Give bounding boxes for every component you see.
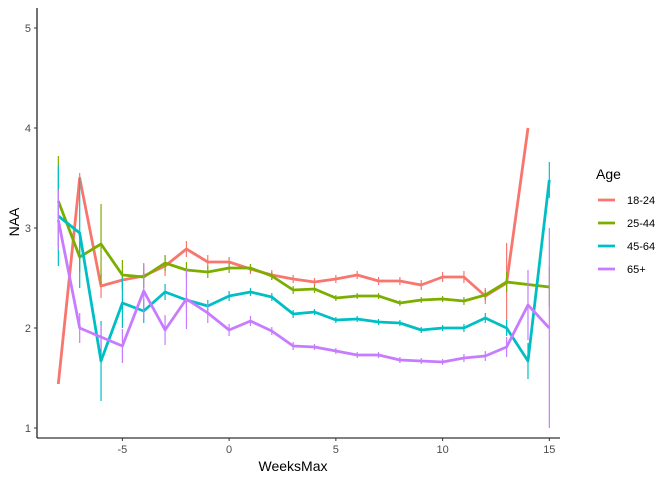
y-tick-label: 2 — [25, 323, 31, 335]
axes-layer: 1 2 3 4 5 -5 0 5 10 15 — [25, 8, 560, 456]
legend: Age 18-24 25-44 45-64 65+ — [596, 166, 655, 276]
y-tick-label: 1 — [25, 423, 31, 435]
y-tick-label: 4 — [25, 123, 31, 135]
y-tick-label: 3 — [25, 223, 31, 235]
x-tick-label: 0 — [226, 444, 232, 456]
legend-label-25-44: 25-44 — [627, 218, 655, 230]
series-line — [56, 219, 551, 364]
legend-label-45-64: 45-64 — [627, 241, 655, 253]
legend-label-18-24: 18-24 — [627, 195, 655, 207]
series-line — [56, 200, 550, 305]
legend-title: Age — [596, 166, 621, 182]
series-65+ — [56, 190, 551, 428]
x-tick-label: 5 — [333, 444, 339, 456]
x-tick-label: -5 — [117, 444, 127, 456]
x-tick-label: 10 — [436, 444, 448, 456]
series-layer — [56, 127, 551, 428]
series-25-44 — [56, 156, 550, 307]
legend-label-65+: 65+ — [627, 264, 646, 276]
x-axis-title: WeeksMax — [259, 458, 328, 474]
y-tick-label: 5 — [25, 23, 31, 35]
series-line — [57, 179, 551, 363]
y-axis-title: NAA — [6, 207, 22, 236]
x-tick-label: 15 — [543, 444, 555, 456]
